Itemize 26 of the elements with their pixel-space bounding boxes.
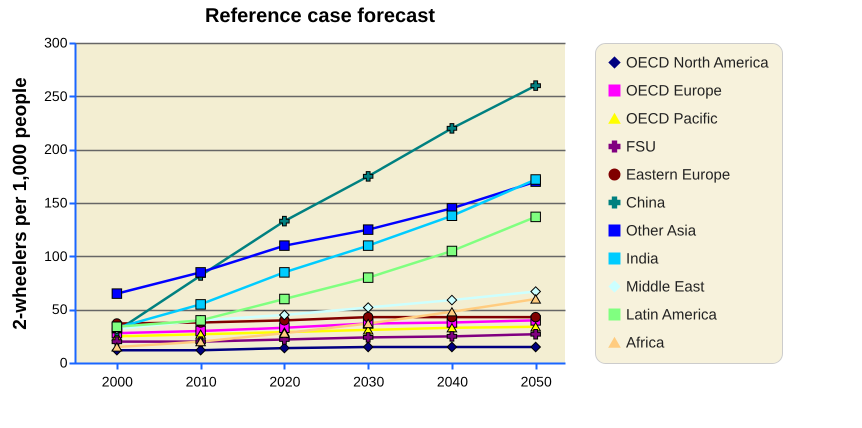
legend-label: Africa	[626, 334, 665, 352]
x-tick-label: 2030	[353, 374, 384, 390]
legend-label: OECD North America	[626, 54, 770, 72]
legend-label: Eastern Europe	[626, 166, 730, 184]
legend-label: China	[626, 194, 666, 212]
y-tick-label: 300	[44, 34, 68, 50]
legend-label: FSU	[626, 138, 656, 156]
y-tick-label: 0	[60, 354, 68, 370]
legend-label: OECD Europe	[626, 82, 722, 100]
y-axis-title: 2-wheelers per 1,000 people	[10, 77, 32, 330]
chart-title: Reference case forecast	[204, 5, 436, 27]
y-tick-label: 150	[44, 194, 68, 210]
x-tick-label: 2040	[436, 374, 468, 390]
x-tick-label: 2050	[520, 374, 552, 390]
legend-label: Middle East	[626, 278, 706, 296]
y-tick-label: 50	[52, 301, 68, 318]
legend-label: Other Asia	[626, 222, 697, 240]
y-tick-label: 250	[44, 88, 68, 104]
legend-label: OECD Pacific	[626, 110, 718, 128]
y-tick-label: 100	[44, 248, 68, 264]
x-tick-label: 2010	[186, 374, 217, 390]
y-tick-label: 200	[44, 141, 68, 158]
x-tick-label: 2000	[102, 374, 134, 390]
legend-label: India	[626, 250, 660, 268]
x-tick-label: 2020	[269, 374, 301, 390]
legend-label: Latin America	[626, 306, 718, 324]
